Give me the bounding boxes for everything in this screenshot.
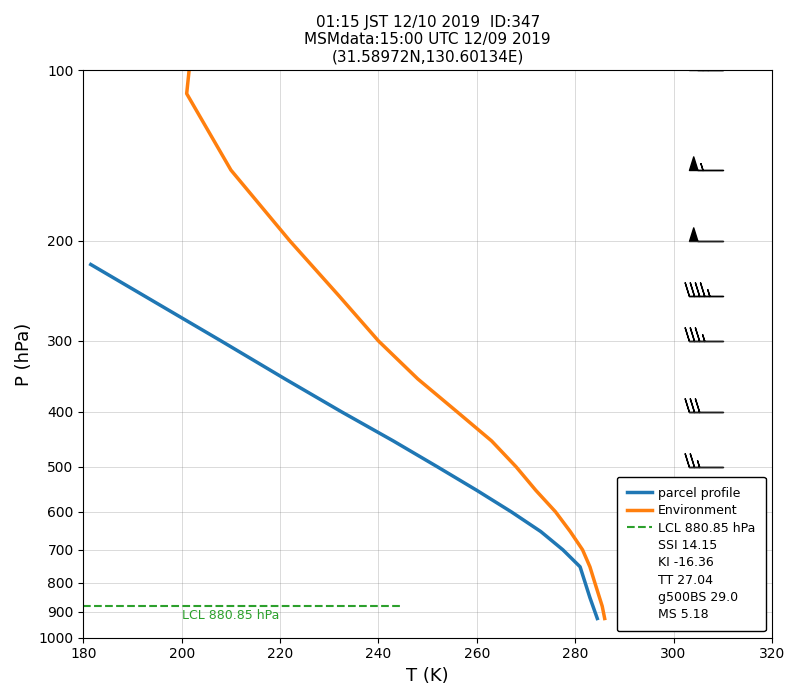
Environment	[531, 486, 541, 495]
LCL 880.85 hPa	[78, 602, 88, 610]
Environment	[285, 237, 294, 245]
Environment	[334, 292, 344, 300]
Y-axis label: P (hPa): P (hPa)	[15, 322, 33, 386]
Environment	[585, 563, 594, 571]
parcel profile	[86, 260, 95, 269]
Environment	[226, 166, 236, 174]
Environment	[184, 66, 194, 74]
X-axis label: T (K): T (K)	[406, 667, 449, 685]
Environment	[486, 437, 496, 445]
Environment	[452, 407, 462, 416]
parcel profile	[585, 594, 594, 602]
parcel profile	[472, 486, 482, 495]
Environment	[566, 527, 575, 536]
parcel profile	[389, 437, 398, 445]
parcel profile	[575, 563, 585, 571]
Environment	[413, 374, 422, 383]
Environment	[182, 90, 191, 98]
parcel profile	[506, 508, 516, 516]
Environment	[578, 545, 587, 554]
Line: Environment: Environment	[186, 70, 605, 619]
parcel profile	[558, 545, 568, 554]
parcel profile	[433, 463, 442, 471]
parcel profile	[593, 615, 602, 623]
Environment	[598, 602, 607, 610]
Title: 01:15 JST 12/10 2019  ID:347
MSMdata:15:00 UTC 12/09 2019
(31.58972N,130.60134E): 01:15 JST 12/10 2019 ID:347 MSMdata:15:0…	[304, 15, 551, 65]
parcel profile	[536, 527, 546, 536]
Environment	[590, 578, 600, 587]
Environment	[600, 615, 610, 623]
parcel profile	[280, 374, 290, 383]
Environment	[550, 508, 560, 516]
parcel profile	[216, 337, 226, 345]
Line: parcel profile: parcel profile	[90, 265, 598, 619]
LCL 880.85 hPa	[398, 602, 408, 610]
Legend: parcel profile, Environment, LCL 880.85 hPa, SSI 14.15, KI -16.36, TT 27.04, g50: parcel profile, Environment, LCL 880.85 …	[617, 477, 766, 631]
parcel profile	[337, 407, 346, 416]
Environment	[511, 463, 521, 471]
Environment	[374, 337, 383, 345]
Text: LCL 880.85 hPa: LCL 880.85 hPa	[182, 610, 279, 622]
